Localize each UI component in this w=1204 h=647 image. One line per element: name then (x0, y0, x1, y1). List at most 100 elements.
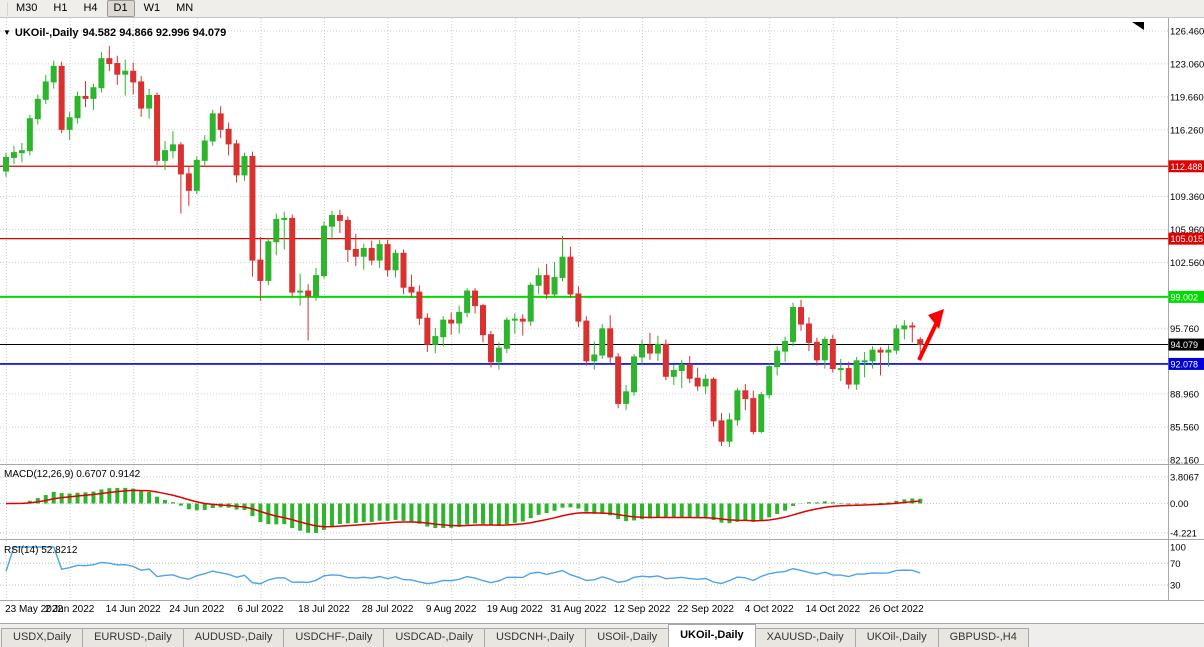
price-axis: 126.460 123.060 119.660 116.260 109.360 105.9… (1168, 26, 1204, 592)
tab-eurusd-daily[interactable]: EURUSD-,Daily (82, 628, 184, 647)
timeframe-mn[interactable]: MN (176, 2, 194, 14)
candle-body (225, 128, 232, 145)
candle-body (742, 390, 749, 400)
tab-usdcnh-daily[interactable]: USDCNH-,Daily (483, 628, 587, 647)
price-tick-label: 123.060 (1170, 59, 1204, 70)
macd-plot (5, 487, 923, 533)
price-tick-label: 105.960 (1170, 225, 1204, 236)
tab-xauusd-daily[interactable]: XAUUSD-,Daily (754, 628, 856, 647)
tab-usoil-daily[interactable]: USOil-,Daily (585, 628, 670, 647)
candle-body (297, 290, 304, 293)
candle-body (821, 339, 828, 361)
candle-body (440, 319, 447, 338)
macd-axis-label: 3.8067 (1170, 473, 1199, 484)
candle-body (710, 378, 717, 422)
candle-body (464, 290, 471, 313)
candle-body (217, 113, 224, 130)
candle-body (559, 256, 566, 279)
candle-body (678, 364, 685, 371)
candle-body (527, 284, 534, 322)
price-badge (1168, 160, 1204, 173)
candle-body (177, 144, 184, 175)
date-label: 14 Oct 2022 (806, 604, 861, 615)
candle-body (384, 244, 391, 271)
candle-body (813, 341, 820, 361)
candle-body (885, 349, 892, 353)
date-label: 24 Jun 2022 (169, 604, 224, 615)
candle-body (344, 219, 351, 250)
price-tick-label: 88.960 (1170, 390, 1199, 401)
candle-body (901, 325, 908, 330)
candle-body (487, 334, 494, 363)
candle-body (154, 94, 161, 161)
candle-body (758, 394, 765, 433)
candle-body (766, 366, 773, 396)
candle-body (249, 155, 256, 261)
candle-body (472, 290, 479, 307)
timeframe-w1[interactable]: W1 (143, 2, 161, 14)
candle-body (305, 290, 312, 297)
candle-body (74, 95, 81, 119)
candle-body (591, 354, 598, 362)
candle-body (368, 247, 375, 261)
rsi-axis-label: 70 (1170, 559, 1181, 570)
date-label: 9 Aug 2022 (426, 604, 477, 615)
candle-body (376, 244, 383, 261)
date-label: 31 Aug 2022 (550, 604, 607, 615)
candle-body (798, 307, 804, 325)
candle-body (58, 65, 65, 130)
candle-body (535, 275, 542, 286)
timeframe-d1[interactable]: D1 (106, 0, 135, 17)
candle-body (146, 94, 153, 109)
timeframe-m30[interactable]: M30 (16, 2, 38, 14)
candle-body (543, 275, 550, 295)
date-label: 2 Jun 2022 (45, 604, 95, 615)
candle-body (702, 378, 709, 387)
tab-gbpusd-h4[interactable]: GBPUSD-,H4 (937, 628, 1029, 647)
candle-body (917, 339, 924, 346)
candle-body (662, 343, 669, 377)
candle-body (424, 317, 431, 345)
candle-body (782, 340, 789, 352)
price-badge-label: 94.079 (1171, 340, 1199, 350)
timeframe-h1[interactable]: H1 (53, 2, 68, 14)
candle-body (42, 81, 49, 100)
trend-arrow (917, 309, 944, 361)
candle-body (623, 391, 630, 404)
chart-canvas[interactable]: 126.460 123.060 119.660 116.260 109.360 105.9… (0, 18, 1204, 623)
price-tick-label: 119.660 (1170, 92, 1204, 103)
candle-body (790, 307, 797, 342)
candle-body (909, 325, 916, 328)
candle-body (686, 364, 693, 379)
candle-body (82, 95, 89, 99)
trend-arrow-shaft[interactable] (917, 323, 938, 361)
tab-usdcad-daily[interactable]: USDCAD-,Daily (383, 628, 485, 647)
candle-body (774, 350, 781, 368)
timeframe-buttons: M30 H1 H4 D1 W1 MN (8, 0, 201, 17)
candle-body (869, 349, 876, 362)
price-badge-label: 112.488 (1171, 162, 1203, 172)
candle-body (209, 113, 216, 142)
tab-usdx-daily[interactable]: USDX,Daily (1, 628, 84, 647)
candle-body (130, 70, 137, 83)
candle-body (90, 87, 97, 99)
candle-body (10, 152, 17, 158)
candle-body (519, 318, 526, 322)
tab-audusd-daily[interactable]: AUDUSD-,Daily (182, 628, 285, 647)
toolbar-clipped-button[interactable] (0, 1, 8, 16)
candle-body (233, 143, 240, 176)
trend-arrow-head-icon[interactable] (928, 309, 944, 329)
tab-ukoil-daily[interactable]: UKOil-,Daily (854, 628, 939, 647)
date-label: 14 Jun 2022 (106, 604, 161, 615)
date-label: 23 May 2022 (5, 604, 63, 615)
candle-body (138, 81, 145, 109)
candle-body (837, 368, 844, 371)
autoscroll-triangle-icon[interactable] (1132, 22, 1144, 30)
candle-body (480, 305, 486, 336)
tab-usdchf-daily[interactable]: USDCHF-,Daily (283, 628, 385, 647)
tab-ukoil-daily[interactable]: UKOil-,Daily (668, 624, 756, 647)
candle-body (718, 420, 725, 442)
candle-body (408, 286, 415, 293)
candle-body (122, 70, 129, 75)
timeframe-h4[interactable]: H4 (83, 2, 98, 14)
